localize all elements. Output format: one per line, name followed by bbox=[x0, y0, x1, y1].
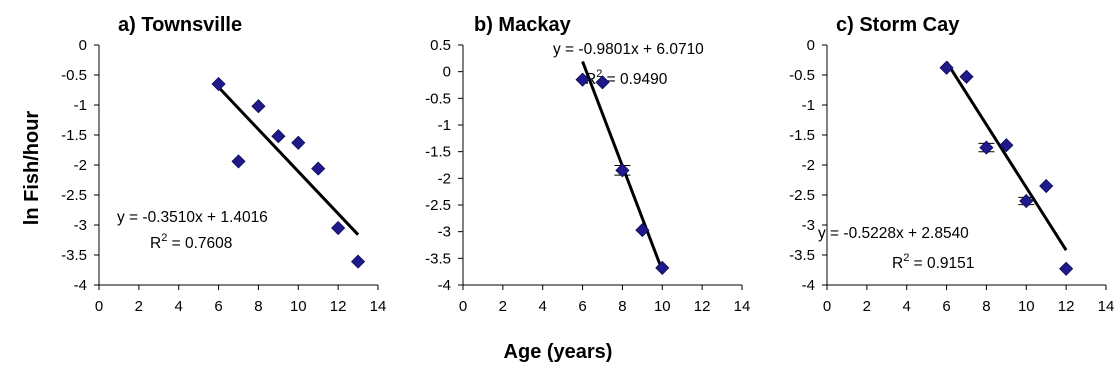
data-point-marker bbox=[939, 60, 954, 75]
r-squared-label: R2 = 0.9490 bbox=[585, 68, 668, 88]
data-point-marker bbox=[575, 72, 590, 87]
y-tick-label: -2 bbox=[802, 157, 815, 174]
y-tick-label: -1 bbox=[802, 97, 815, 114]
x-tick-label: 14 bbox=[1098, 298, 1115, 315]
y-tick-label: -4 bbox=[438, 277, 451, 294]
data-point-marker bbox=[291, 135, 306, 150]
x-tick-label: 6 bbox=[942, 298, 950, 315]
y-tick-label: -2.5 bbox=[789, 187, 815, 204]
x-tick-label: 6 bbox=[578, 298, 586, 315]
trendline bbox=[217, 86, 360, 236]
x-tick-label: 8 bbox=[254, 298, 262, 315]
y-tick-label: -0.5 bbox=[789, 67, 815, 84]
x-tick-label: 8 bbox=[618, 298, 626, 315]
trendline-equation: y = -0.3510x + 1.4016 bbox=[117, 209, 268, 226]
r-squared-superscript: 2 bbox=[903, 252, 909, 264]
x-tick-label: 12 bbox=[330, 298, 347, 315]
y-tick-label: -3.5 bbox=[61, 247, 87, 264]
data-point-marker bbox=[231, 154, 246, 169]
y-tick-label: -3.5 bbox=[425, 250, 451, 267]
y-tick-label: -4 bbox=[802, 277, 815, 294]
data-point-marker bbox=[979, 140, 994, 155]
r-squared-value: = 0.9490 bbox=[602, 71, 667, 88]
x-tick-label: 0 bbox=[823, 298, 831, 315]
data-point-marker bbox=[1019, 193, 1034, 209]
x-tick-label: 2 bbox=[135, 298, 143, 315]
y-tick-label: -3 bbox=[74, 217, 87, 234]
r-squared-value: = 0.9151 bbox=[909, 255, 974, 272]
y-tick-label: -3.5 bbox=[789, 247, 815, 264]
y-tick-label: -1 bbox=[438, 117, 451, 134]
y-tick-label: -4 bbox=[74, 277, 87, 294]
y-tick-label: -1 bbox=[74, 97, 87, 114]
x-tick-label: 12 bbox=[1058, 298, 1075, 315]
y-tick-label: -2.5 bbox=[425, 197, 451, 214]
y-tick-label: 0 bbox=[443, 64, 451, 81]
y-tick-label: -1.5 bbox=[425, 144, 451, 161]
data-point-marker bbox=[635, 223, 650, 238]
x-tick-label: 10 bbox=[290, 298, 307, 315]
panel-title: b) Mackay bbox=[474, 14, 572, 36]
y-tick-label: 0 bbox=[79, 37, 87, 54]
data-point-marker bbox=[655, 260, 670, 275]
x-tick-label: 2 bbox=[863, 298, 871, 315]
data-point-marker bbox=[311, 161, 326, 176]
x-axis-title: Age (years) bbox=[504, 341, 613, 363]
trendline-equation: y = -0.9801x + 6.0710 bbox=[553, 41, 704, 58]
data-point-marker bbox=[331, 220, 346, 236]
panel-title: c) Storm Cay bbox=[836, 14, 960, 36]
data-point-marker bbox=[999, 138, 1014, 153]
y-tick-label: 0.5 bbox=[430, 37, 451, 54]
data-point-marker bbox=[211, 76, 226, 92]
data-point-marker bbox=[351, 254, 366, 269]
x-tick-label: 4 bbox=[175, 298, 183, 315]
r-squared-superscript: 2 bbox=[596, 68, 602, 80]
y-tick-label: 0 bbox=[807, 37, 815, 54]
x-tick-label: 10 bbox=[654, 298, 671, 315]
x-tick-label: 4 bbox=[903, 298, 911, 315]
y-tick-label: -2 bbox=[438, 170, 451, 187]
r-squared-label: R2 = 0.9151 bbox=[892, 252, 974, 272]
data-point-marker bbox=[595, 75, 610, 90]
r-squared-superscript: 2 bbox=[161, 232, 167, 244]
x-tick-label: 4 bbox=[539, 298, 547, 315]
y-tick-label: -1.5 bbox=[789, 127, 815, 144]
y-tick-label: -2.5 bbox=[61, 187, 87, 204]
trendline-equation: y = -0.5228x + 2.8540 bbox=[818, 225, 969, 242]
x-tick-label: 0 bbox=[459, 298, 467, 315]
r-squared-value: = 0.7608 bbox=[167, 235, 232, 252]
r-squared-symbol: R bbox=[892, 255, 903, 272]
y-tick-label: -1.5 bbox=[61, 127, 87, 144]
x-tick-label: 8 bbox=[982, 298, 990, 315]
data-point-marker bbox=[959, 69, 974, 84]
chart-panel-mackay: b) Mackay y = -0.9801x + 6.0710 R2 = 0.9… bbox=[425, 14, 750, 315]
r-squared-symbol: R bbox=[150, 235, 161, 252]
y-tick-label: -0.5 bbox=[61, 67, 87, 84]
r-squared-label: R2 = 0.7608 bbox=[150, 232, 232, 252]
x-tick-label: 12 bbox=[694, 298, 711, 315]
data-point-marker bbox=[1039, 178, 1054, 194]
y-tick-label: -3 bbox=[438, 224, 451, 241]
x-tick-label: 10 bbox=[1018, 298, 1035, 315]
x-tick-label: 14 bbox=[734, 298, 751, 315]
x-tick-label: 14 bbox=[370, 298, 387, 315]
chart-panel-storm-cay: c) Storm Cay y = -0.5228x + 2.8540 R2 = … bbox=[789, 14, 1114, 315]
data-point-marker bbox=[271, 129, 286, 144]
y-tick-label: -3 bbox=[802, 217, 815, 234]
y-tick-label: -0.5 bbox=[425, 90, 451, 107]
x-tick-label: 2 bbox=[499, 298, 507, 315]
data-point-marker bbox=[251, 99, 266, 114]
trendline bbox=[945, 61, 1068, 251]
y-axis-title: ln Fish/hour bbox=[21, 111, 43, 226]
x-tick-label: 0 bbox=[95, 298, 103, 315]
x-tick-label: 6 bbox=[214, 298, 222, 315]
panel-title: a) Townsville bbox=[118, 14, 242, 36]
chart-panel-townsville: a) Townsville y = -0.3510x + 1.4016 R2 =… bbox=[61, 14, 386, 315]
data-point-marker bbox=[1059, 261, 1074, 276]
data-point-marker bbox=[615, 163, 630, 178]
y-tick-label: -2 bbox=[74, 157, 87, 174]
